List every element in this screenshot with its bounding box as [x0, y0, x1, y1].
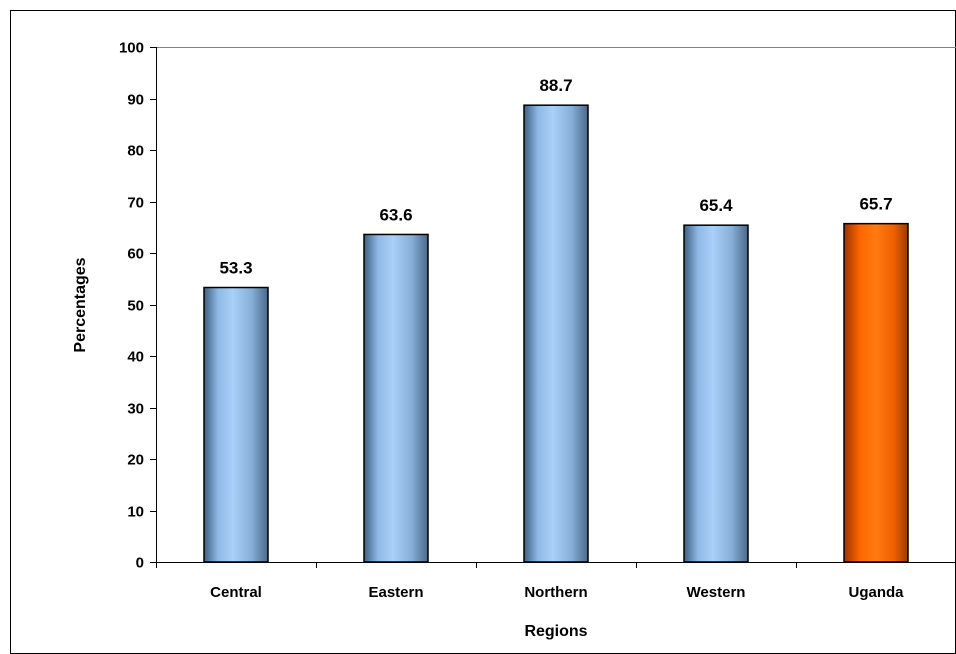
data-label-uganda: 65.7: [859, 195, 892, 214]
bar-central: [203, 286, 269, 563]
x-tick-label-western: Western: [687, 584, 746, 601]
y-tick-label: 70: [127, 195, 144, 212]
data-labels: 53.3 63.6 88.7 65.4 65.7: [219, 76, 892, 277]
x-axis: Central Eastern Northern Western Uganda: [156, 562, 956, 601]
x-tick-label-eastern: Eastern: [368, 584, 423, 601]
y-tick-label: 40: [127, 349, 144, 366]
chart-border: [10, 10, 956, 654]
bars: [203, 104, 909, 563]
bar-uganda: [843, 222, 909, 563]
x-axis-title: Regions: [524, 623, 587, 640]
y-tick-label: 50: [127, 298, 144, 315]
data-label-northern: 88.7: [539, 76, 572, 95]
bar-northern: [523, 104, 589, 563]
y-tick-label: 30: [127, 401, 144, 418]
y-tick-label: 80: [127, 143, 144, 160]
y-tick-label: 0: [136, 555, 144, 572]
y-tick-label: 60: [127, 246, 144, 263]
bar-western: [683, 224, 749, 563]
y-tick-label: 10: [127, 504, 144, 521]
data-label-eastern: 63.6: [379, 205, 412, 224]
x-tick-label-central: Central: [210, 584, 262, 601]
bar-eastern: [363, 233, 429, 563]
x-tick-label-uganda: Uganda: [848, 584, 904, 601]
y-axis-title: Percentages: [72, 257, 89, 352]
y-axis: 0 10 20 30 40 50 60 70 80 90 100: [119, 40, 157, 572]
y-tick-label: 20: [127, 452, 144, 469]
y-tick-label: 90: [127, 92, 144, 109]
data-label-western: 65.4: [699, 196, 733, 215]
data-label-central: 53.3: [219, 259, 252, 278]
x-tick-label-northern: Northern: [524, 584, 587, 601]
y-tick-label: 100: [119, 40, 144, 57]
